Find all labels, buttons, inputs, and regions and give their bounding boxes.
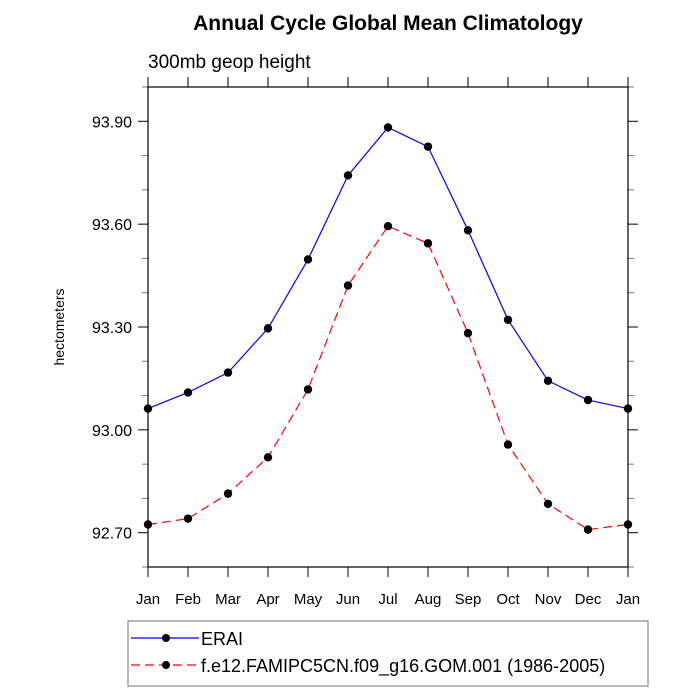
y-axis-label: hectometers: [51, 288, 67, 365]
data-point: [463, 226, 473, 235]
legend-item-0: ERAI: [131, 629, 243, 649]
y-tick-label: 93.00: [92, 423, 132, 440]
data-point: [463, 328, 473, 338]
series-1: [143, 222, 633, 534]
x-tick-label: Mar: [215, 591, 241, 608]
data-point: [583, 395, 593, 405]
x-tick-label: Nov: [535, 591, 562, 608]
data-point: [343, 281, 353, 290]
plot-frame: [147, 86, 629, 568]
x-tick-label: Feb: [175, 591, 201, 608]
data-point: [143, 520, 153, 529]
legend: ERAI f.e12.FAMIPC5CN.f09_g16.GOM.001 (19…: [127, 620, 649, 687]
x-tick-label: Jul: [378, 591, 397, 608]
data-point: [303, 385, 313, 394]
series-line-1: [147, 225, 629, 531]
data-point: [543, 376, 553, 386]
legend-item-1: f.e12.FAMIPC5CN.f09_g16.GOM.001 (1986-20…: [131, 656, 605, 677]
x-tick-label: Sep: [455, 591, 482, 608]
x-tick-label: Oct: [496, 591, 520, 608]
series-line-0: [147, 126, 629, 410]
x-tick-label: Apr: [256, 591, 279, 608]
series-0: [143, 123, 633, 413]
data-point: [183, 388, 193, 397]
chart-title: Annual Cycle Global Mean Climatology: [193, 12, 583, 35]
y-tick-label: 92.70: [92, 526, 132, 543]
data-point: [223, 368, 233, 377]
data-point: [503, 440, 513, 449]
x-tick-label: May: [294, 591, 323, 608]
data-point: [263, 453, 273, 462]
y-tick-labels: 92.70 93.00 93.30 93.60 93.90: [92, 114, 132, 542]
y-tick-label: 93.90: [92, 114, 132, 131]
data-point: [303, 255, 313, 264]
series-layer: [143, 123, 633, 534]
x-tick-label: Jun: [336, 591, 360, 608]
legend-marker-1: [162, 661, 170, 669]
x-tick-label: Aug: [415, 591, 442, 608]
axis-ticks: [138, 77, 638, 577]
chart-subtitle: 300mb geop height: [148, 52, 311, 73]
x-tick-label: Dec: [575, 591, 602, 608]
legend-label-0: ERAI: [201, 629, 243, 649]
data-point: [263, 324, 273, 333]
legend-label-1: f.e12.FAMIPC5CN.f09_g16.GOM.001 (1986-20…: [201, 656, 605, 677]
data-point: [343, 171, 353, 180]
legend-marker-0: [162, 634, 170, 642]
data-point: [383, 222, 393, 231]
data-point: [183, 514, 193, 523]
x-tick-label: Jan: [616, 591, 640, 608]
data-point: [423, 239, 433, 248]
y-tick-label: 93.60: [92, 217, 132, 234]
data-point: [223, 489, 233, 498]
data-point: [503, 315, 513, 324]
data-point: [143, 404, 153, 413]
data-point: [623, 520, 633, 529]
x-tick-labels: Jan Feb Mar Apr May Jun Jul Aug Sep Oct Nov Dec Jan: [136, 591, 640, 608]
data-point: [423, 142, 433, 151]
data-point: [623, 404, 633, 413]
data-point: [383, 123, 393, 132]
x-tick-label: Jan: [136, 591, 160, 608]
data-point: [543, 499, 553, 509]
legend-box: [127, 620, 649, 687]
data-point: [583, 525, 593, 534]
y-tick-label: 93.30: [92, 320, 132, 337]
